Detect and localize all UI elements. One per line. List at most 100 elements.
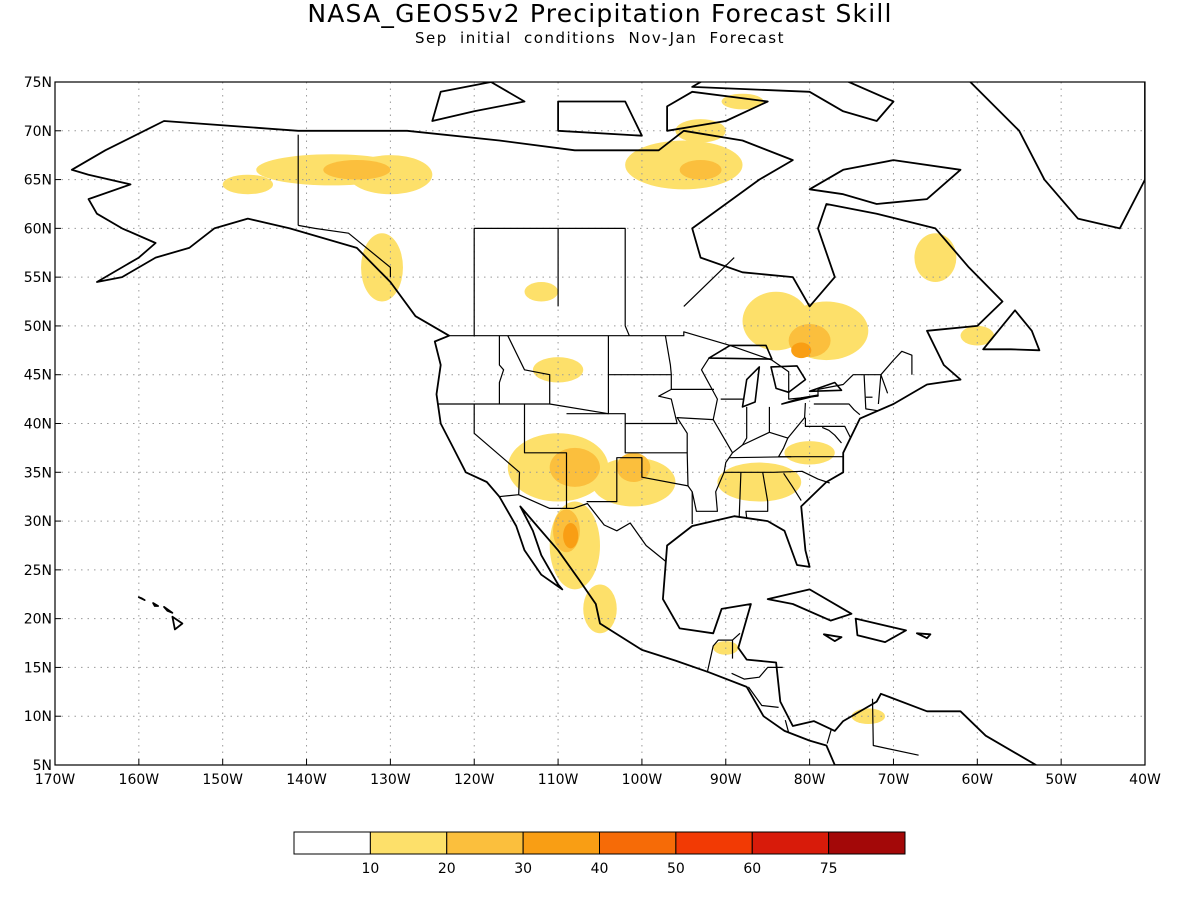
lat-label: 70N: [24, 124, 52, 140]
lat-label: 10N: [24, 709, 52, 725]
lon-label: 60W: [961, 772, 993, 788]
lon-label: 170W: [35, 772, 76, 788]
border-line: [732, 402, 806, 454]
colorbar-label: 30: [514, 861, 532, 877]
border-line: [507, 335, 551, 404]
lat-label: 45N: [24, 368, 52, 384]
map-background: [55, 82, 1145, 765]
border-line: [783, 472, 802, 501]
colorbar-swatch: [675, 831, 753, 855]
border-line: [826, 728, 832, 744]
colorbar-label: 40: [591, 861, 609, 877]
lon-label: 80W: [794, 772, 826, 788]
coastline: [557, 100, 643, 137]
lon-label: 40W: [1129, 772, 1161, 788]
coastline: [70, 120, 1037, 765]
border-line: [813, 403, 861, 416]
border-line: [777, 437, 792, 458]
colorbar-swatch: [522, 831, 600, 855]
border-line: [566, 413, 689, 503]
lon-label: 150W: [202, 772, 243, 788]
colorbar-swatch: [369, 831, 448, 855]
lon-label: 160W: [119, 772, 160, 788]
colorbar-swatch: [828, 831, 906, 855]
skill-region-level-1: [717, 462, 802, 502]
skill-region-level-1: [675, 119, 726, 143]
border-line: [498, 335, 505, 404]
coastline: [152, 602, 160, 607]
skill-region-level-2: [679, 160, 722, 180]
lon-label: 120W: [454, 772, 495, 788]
border-line: [473, 227, 559, 336]
skill-region-level-1: [914, 233, 957, 283]
lake-outline: [708, 344, 773, 360]
lat-label: 65N: [24, 173, 52, 189]
colorbar-swatch: [446, 831, 524, 855]
skill-region-level-2: [323, 160, 391, 180]
colorbar-swatch: [599, 831, 677, 855]
border-line: [498, 494, 666, 562]
border-line: [523, 404, 568, 509]
lon-label: 90W: [710, 772, 742, 788]
skill-region-level-3: [563, 523, 579, 549]
border-line: [804, 417, 852, 439]
border-line: [784, 719, 790, 733]
border-line: [687, 419, 734, 512]
colorbar-label: 50: [667, 861, 685, 877]
map-subtitle: Sep initial conditions Nov-Jan Forecast: [415, 29, 785, 47]
colorbar: 10 20 30 40 50 60 75: [293, 831, 906, 877]
colorbar-label: 75: [820, 861, 838, 877]
lon-label: 50W: [1045, 772, 1077, 788]
lat-label: 5N: [33, 758, 52, 774]
lat-label: 35N: [24, 465, 52, 481]
skill-region-level-1: [222, 174, 273, 195]
lat-label: 30N: [24, 514, 52, 530]
lat-label: 40N: [24, 417, 52, 433]
border-line: [298, 224, 391, 278]
map-title: NASA_GEOS5v2 Precipitation Forecast Skil…: [307, 0, 893, 28]
colorbar-label: 10: [361, 861, 379, 877]
lon-label: 140W: [286, 772, 327, 788]
skill-region-level-2: [549, 447, 600, 487]
lat-label: 15N: [24, 660, 52, 676]
border-line: [729, 456, 844, 459]
coastline: [854, 617, 907, 643]
lake-outline: [741, 366, 761, 408]
border-line: [741, 406, 748, 446]
border-line: [738, 472, 742, 518]
colorbar-swatch: [293, 831, 371, 855]
lon-label: 70W: [878, 772, 910, 788]
border-line: [745, 472, 769, 519]
coastline: [969, 82, 1145, 230]
border-line: [706, 632, 741, 673]
coastline: [766, 588, 853, 622]
border-line: [473, 404, 521, 495]
lat-label: 20N: [24, 612, 52, 628]
border-line: [683, 257, 735, 307]
skill-region-level-1: [532, 357, 584, 383]
lon-label: 130W: [370, 772, 411, 788]
border-line: [747, 686, 779, 708]
latitude-labels: 75N 70N 65N 60N 55N 50N 45N 40N 35N 30N 25N 20N 15N 1…: [24, 75, 61, 774]
lon-label: 100W: [622, 772, 663, 788]
lat-label: 25N: [24, 563, 52, 579]
lake-outline: [770, 365, 807, 394]
colorbar-label: 20: [438, 861, 456, 877]
lake-outline: [808, 381, 843, 393]
coastline: [137, 596, 146, 601]
border-line: [731, 666, 783, 680]
coastline: [916, 632, 932, 640]
lon-label: 110W: [538, 772, 579, 788]
coastline: [823, 633, 843, 642]
colorbar-swatch: [751, 831, 830, 855]
border-line: [821, 426, 842, 444]
skill-region-level-3: [791, 342, 812, 359]
political-borders-layer: [297, 134, 919, 756]
lat-label: 60N: [24, 221, 52, 237]
border-line: [723, 470, 830, 484]
border-line: [557, 227, 630, 336]
colorbar-label: 60: [743, 861, 761, 877]
coastline: [171, 615, 184, 631]
border-line: [664, 335, 672, 375]
